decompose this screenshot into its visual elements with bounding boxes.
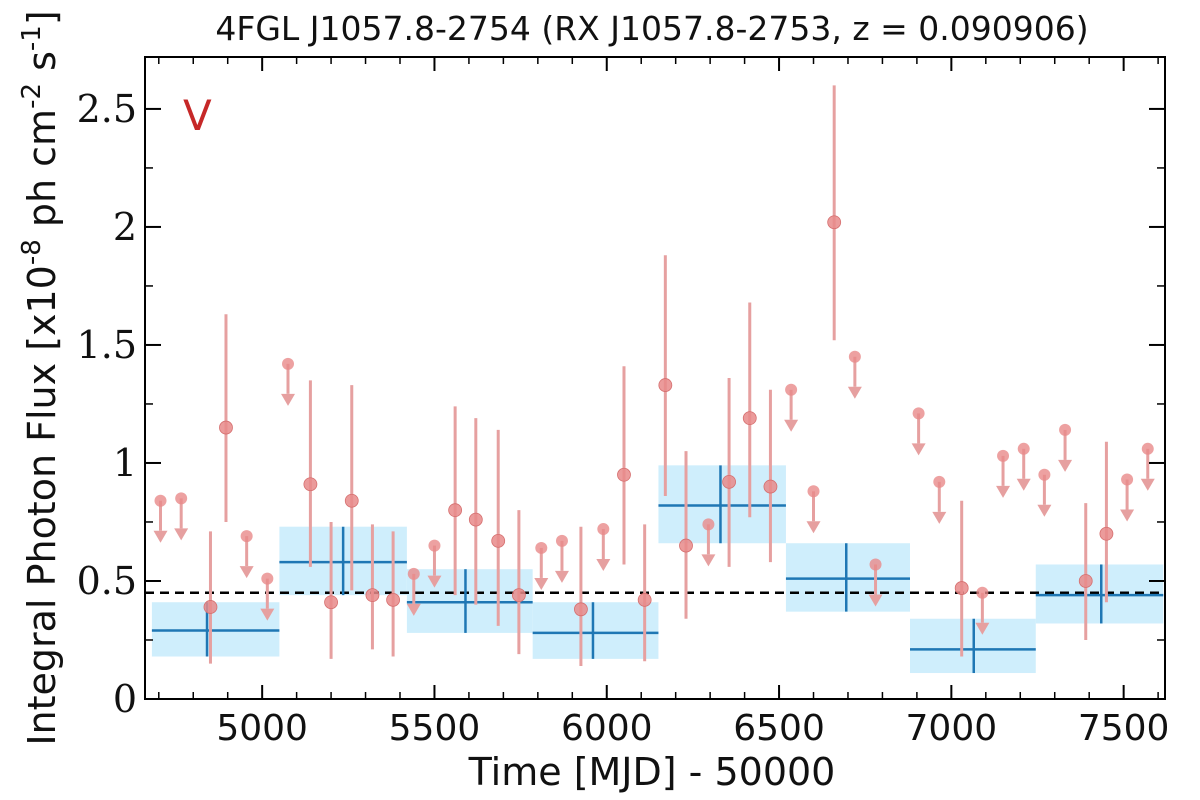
upper-limit-arrow <box>806 521 821 534</box>
upper-limit-point <box>848 350 861 363</box>
upper-limit-point <box>535 541 548 554</box>
flux-point <box>637 592 652 607</box>
variability-flag: V <box>183 91 212 140</box>
upper-limit-arrow <box>701 554 716 567</box>
upper-limit-arrow <box>996 485 1011 498</box>
upper-limit-arrow <box>975 622 990 635</box>
flux-point <box>303 477 318 492</box>
upper-limit-point <box>933 475 946 488</box>
upper-limit-point <box>997 449 1010 462</box>
x-tick-label: 7000 <box>906 708 998 749</box>
x-tick-label: 6500 <box>733 708 825 749</box>
upper-limit-point <box>555 534 568 547</box>
upper-limit-point <box>282 357 295 370</box>
y-tick-label: 2.5 <box>77 87 137 131</box>
upper-limit-point <box>807 485 820 498</box>
y-tick-label: 0 <box>113 677 137 721</box>
flux-point <box>448 503 463 518</box>
upper-limit-arrow <box>868 594 883 607</box>
upper-limit-arrow <box>281 393 296 406</box>
y-axis-label: Integral Photon Flux [x10-8 ph cm-2 s-1] <box>17 10 64 745</box>
flux-point <box>324 595 338 610</box>
upper-limit-arrow <box>534 577 549 590</box>
upper-limit-point <box>154 494 167 507</box>
upper-limit-point <box>597 523 610 536</box>
y-tick-label: 2 <box>113 205 137 249</box>
y-tick-label: 0.5 <box>77 559 137 603</box>
upper-limit-point <box>1141 442 1154 455</box>
upper-limit-arrow <box>1058 459 1073 472</box>
x-tick-label: 5500 <box>389 708 481 749</box>
upper-limit-arrow <box>554 570 569 583</box>
x-tick-label: 5000 <box>216 708 308 749</box>
flux-point <box>722 474 736 489</box>
upper-limit-point <box>428 539 441 552</box>
upper-limit-arrow <box>911 443 926 456</box>
upper-limit-arrow <box>239 566 254 579</box>
x-tick-label: 6000 <box>561 708 653 749</box>
upper-limit-arrow <box>174 528 189 541</box>
upper-limit-point <box>407 567 420 580</box>
flux-point <box>742 411 757 426</box>
plot-area <box>145 85 1165 674</box>
upper-limit-arrow <box>260 608 275 621</box>
upper-limit-point <box>261 572 274 585</box>
upper-limit-point <box>240 530 253 543</box>
flux-point <box>468 512 483 527</box>
upper-limit-point <box>976 586 989 599</box>
flux-point <box>1078 574 1093 588</box>
upper-limit-arrow <box>1120 509 1135 522</box>
flux-point <box>491 533 506 548</box>
flux-point <box>1099 526 1114 541</box>
upper-limit-point <box>869 558 882 571</box>
upper-limit-point <box>785 383 798 396</box>
flux-point <box>203 600 218 614</box>
flux-point <box>386 592 401 607</box>
upper-limit-arrow <box>1016 478 1031 491</box>
flux-point <box>365 588 380 603</box>
upper-limit-point <box>912 407 925 420</box>
y-tick-label: 1.5 <box>77 323 137 367</box>
x-tick-label: 7500 <box>1078 708 1170 749</box>
flux-point <box>511 588 526 603</box>
upper-limit-point <box>1059 423 1072 436</box>
upper-limit-arrow <box>406 603 421 616</box>
upper-limit-point <box>1038 468 1051 481</box>
upper-limit-arrow <box>1037 504 1052 517</box>
upper-limit-arrow <box>153 530 168 543</box>
flux-point <box>658 378 673 392</box>
upper-limit-arrow <box>784 419 799 432</box>
upper-limit-arrow <box>596 559 611 572</box>
flux-point <box>827 215 842 230</box>
upper-limit-arrow <box>1140 478 1155 491</box>
upper-limit-point <box>175 492 188 505</box>
axes: 5000 5500 6000 6500 7000 7500 0 0.5 1 1.5 2 2.5 <box>77 57 1170 749</box>
flux-point <box>219 420 233 435</box>
flux-point <box>763 479 778 494</box>
bin-error-box <box>532 602 659 659</box>
flux-point <box>679 538 693 553</box>
upper-limit-arrow <box>847 386 862 399</box>
flux-point <box>617 467 631 482</box>
x-axis-label: Time [MJD] - 50000 <box>468 750 836 794</box>
plot-frame <box>144 56 1166 700</box>
y-tick-label: 1 <box>113 441 137 485</box>
upper-limit-point <box>1121 473 1134 486</box>
upper-limit-arrow <box>427 575 442 588</box>
chart-title: 4FGL J1057.8-2754 (RX J1057.8-2753, z = … <box>215 9 1088 48</box>
upper-limit-point <box>702 518 715 531</box>
flux-point <box>574 602 588 617</box>
flux-point <box>344 493 359 508</box>
upper-limit-arrow <box>932 511 947 524</box>
flux-point <box>954 581 969 595</box>
upper-limit-point <box>1017 442 1030 455</box>
